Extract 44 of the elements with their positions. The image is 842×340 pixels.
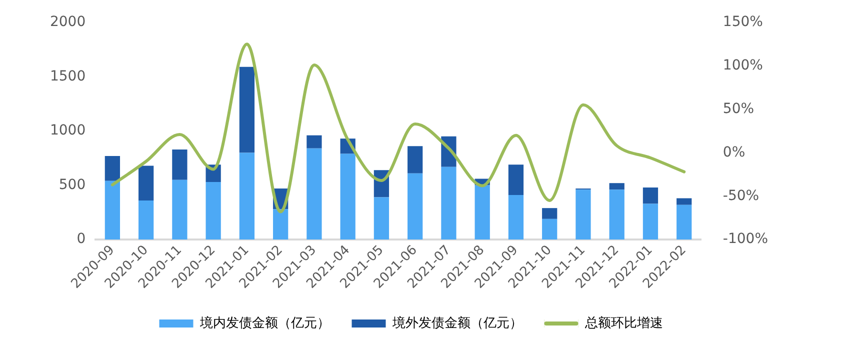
bar	[642, 204, 658, 240]
bar	[340, 154, 356, 240]
y2-tick-label: 50%	[722, 100, 754, 117]
y2-tick-label: 0%	[722, 144, 746, 160]
bar	[104, 180, 120, 240]
y-tick-label: 2000	[50, 14, 86, 30]
y-tick-label: 1000	[50, 122, 86, 139]
bar	[239, 66, 255, 153]
bar	[306, 135, 322, 148]
line-series	[110, 42, 686, 214]
bar	[239, 152, 255, 240]
y2-tick-label: -50%	[722, 188, 760, 204]
y2-tick-label: 100%	[722, 57, 763, 74]
bar	[306, 148, 322, 240]
bar	[542, 208, 558, 219]
bar	[273, 209, 288, 240]
bar	[676, 198, 692, 205]
y-tick-label: 1500	[50, 68, 86, 84]
y2-tick-label: 150%	[722, 14, 763, 30]
bar	[441, 166, 456, 240]
bar	[474, 185, 490, 240]
bar	[609, 183, 624, 190]
bar	[676, 204, 692, 240]
bar	[408, 146, 423, 174]
legend-label: 总额环比增速	[584, 316, 663, 331]
bar	[642, 187, 658, 204]
bar	[576, 190, 591, 240]
bar	[206, 182, 221, 240]
bar	[508, 164, 524, 196]
bar	[138, 200, 154, 240]
y-tick-label: 500	[58, 176, 86, 193]
bar	[609, 190, 624, 240]
bar	[408, 173, 423, 240]
bar	[508, 195, 524, 240]
legend-label: 境外发债金额（亿元）	[391, 314, 522, 331]
bar	[138, 166, 154, 200]
y2-tick-label: -100%	[722, 231, 768, 248]
bar	[104, 156, 120, 181]
legend-label: 境内发债金额（亿元）	[198, 314, 330, 331]
bar	[542, 218, 558, 240]
bar	[172, 180, 188, 240]
bar	[172, 149, 188, 180]
y-tick-label: 0	[76, 231, 86, 248]
bar	[374, 197, 390, 240]
